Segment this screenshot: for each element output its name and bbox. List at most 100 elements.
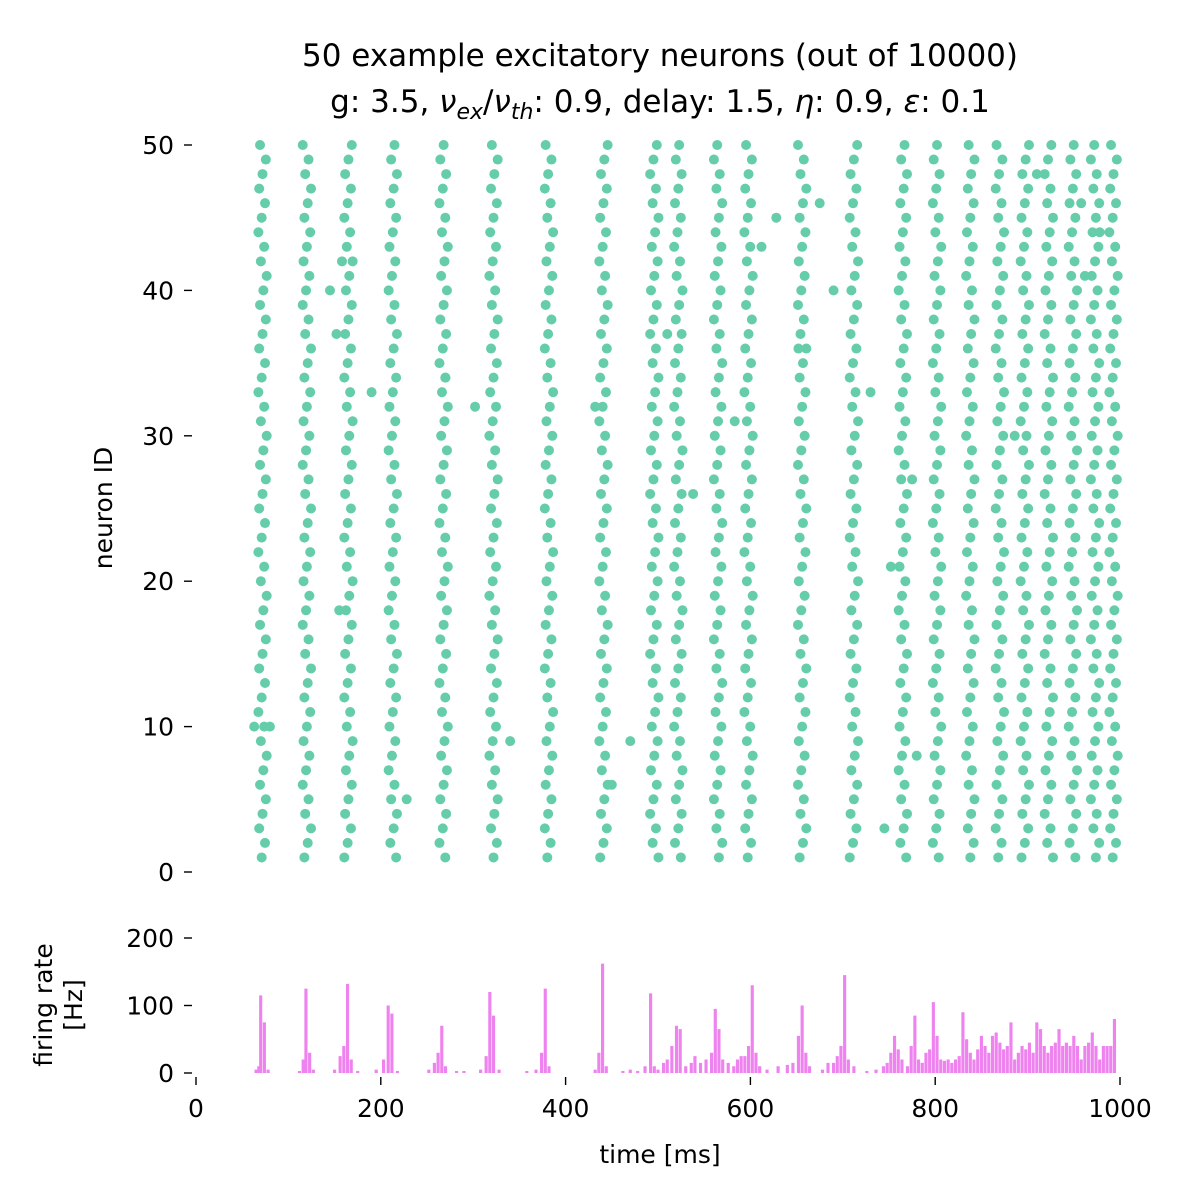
spike-point [387, 707, 398, 718]
spike-point [548, 547, 559, 558]
spike-point [741, 416, 752, 427]
spike-point [439, 576, 450, 587]
spike-point [932, 299, 943, 310]
spike-point [1089, 459, 1100, 470]
spike-point [254, 663, 265, 674]
spike-point [300, 329, 311, 340]
spike-point [340, 329, 351, 340]
spike-point [799, 750, 810, 761]
histogram-bar [892, 1035, 897, 1073]
histogram-bar [881, 1066, 886, 1073]
spike-point [602, 140, 613, 150]
spike-point [596, 765, 607, 776]
spike-point [1063, 241, 1074, 252]
spike-point [708, 154, 719, 165]
spike-point [932, 256, 943, 267]
spike-point [934, 329, 945, 340]
histogram-bar [333, 1069, 337, 1073]
spike-point [897, 227, 908, 238]
histogram-bar [454, 1070, 459, 1073]
spike-point [1069, 416, 1080, 427]
spike-point [901, 852, 912, 863]
spike-point [648, 474, 659, 485]
histogram-x-tick-label: 1000 [1088, 1094, 1152, 1123]
spike-point [601, 503, 612, 514]
spike-point [437, 503, 448, 514]
spike-point [794, 212, 805, 223]
spike-point [931, 183, 942, 194]
histogram-bar [462, 1070, 466, 1073]
spike-point [602, 619, 613, 630]
spike-point [595, 692, 606, 703]
spike-point [1111, 198, 1122, 209]
spike-point [742, 532, 753, 543]
spike-point [491, 518, 502, 529]
histogram-bar [726, 1062, 730, 1073]
spike-point [847, 401, 858, 412]
spike-point [1108, 329, 1119, 340]
spike-point [927, 358, 938, 369]
spike-point [1046, 140, 1057, 150]
spike-point [600, 430, 611, 441]
spike-point [677, 445, 688, 456]
spike-point [547, 270, 558, 281]
spike-point [797, 518, 808, 529]
spike-point [1016, 532, 1027, 543]
spike-point [1064, 518, 1075, 529]
spike-point [542, 212, 553, 223]
spike-point [647, 677, 658, 688]
spike-point [650, 663, 661, 674]
histogram-bar [1035, 1022, 1039, 1073]
spike-point [893, 605, 904, 616]
histogram-bar [443, 1066, 448, 1073]
histogram-bar [259, 995, 263, 1073]
spike-point [845, 329, 856, 340]
histogram-bar [935, 1035, 939, 1073]
spike-point [1072, 765, 1083, 776]
spike-point [401, 794, 412, 805]
spike-point [1064, 837, 1075, 848]
spike-point [650, 387, 661, 398]
spike-point [999, 387, 1010, 398]
spike-point [964, 416, 975, 427]
spike-point [601, 663, 612, 674]
spike-point [934, 808, 945, 819]
spike-point [962, 183, 973, 194]
spike-point [344, 590, 355, 601]
spike-point [300, 648, 311, 659]
spike-point [484, 590, 495, 601]
spike-point [539, 823, 550, 834]
spike-point [992, 416, 1003, 427]
spike-point [672, 387, 683, 398]
spike-point [907, 474, 918, 485]
histogram-bar [1027, 1042, 1032, 1073]
spike-point [1068, 619, 1079, 630]
spike-point [711, 663, 722, 674]
spike-point [966, 765, 977, 776]
spike-point [257, 808, 268, 819]
spike-point [716, 401, 727, 412]
spike-point [545, 518, 556, 529]
spike-point [388, 503, 399, 514]
spike-point [896, 474, 907, 485]
spike-point [965, 852, 976, 863]
spike-point [441, 169, 452, 180]
histogram-bar [649, 993, 653, 1073]
spike-point [1085, 634, 1096, 645]
spike-point [434, 198, 445, 209]
spike-point [259, 401, 270, 412]
spike-point [390, 576, 401, 587]
spike-point [897, 387, 908, 398]
spike-point [1072, 285, 1083, 296]
spike-point [1111, 314, 1122, 325]
spike-point [391, 532, 402, 543]
spike-point [1071, 808, 1082, 819]
spike-point [492, 154, 503, 165]
histogram-x-tick-label: 200 [357, 1094, 405, 1123]
histogram-bar [721, 1059, 725, 1073]
spike-point [709, 270, 720, 281]
histogram-bar [713, 1008, 717, 1073]
histogram-bar [349, 1059, 353, 1073]
spike-point [844, 692, 855, 703]
spike-point [994, 765, 1005, 776]
